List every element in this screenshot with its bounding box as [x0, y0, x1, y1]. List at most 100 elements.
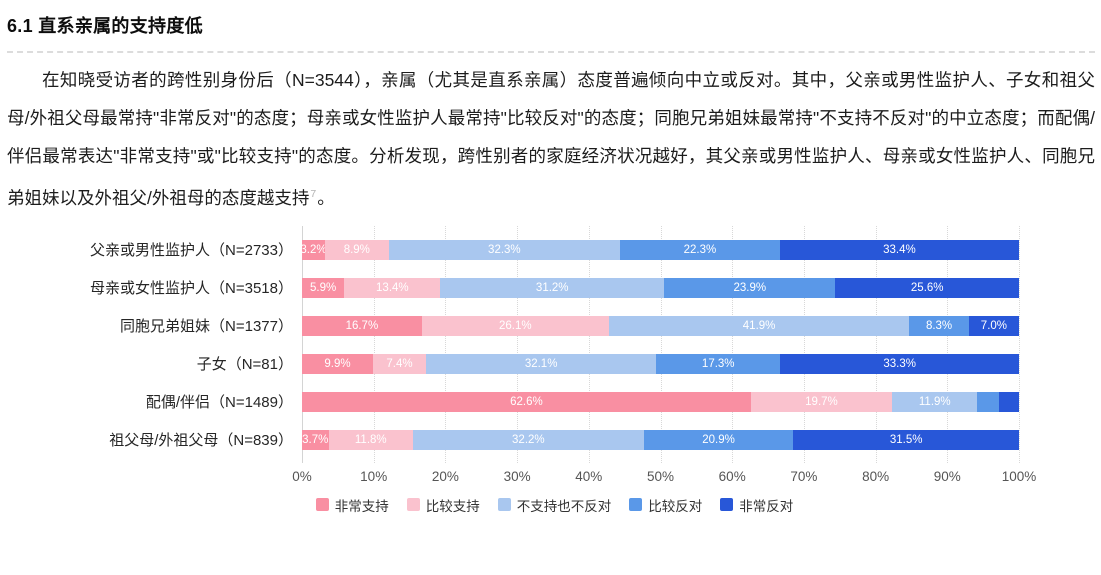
- legend-swatch-icon: [497, 498, 511, 512]
- x-axis-tick: 100%: [1001, 468, 1037, 484]
- legend-swatch-icon: [406, 498, 420, 512]
- bar-segment-value: 13.4%: [376, 281, 409, 294]
- bar-segment[interactable]: 33.4%: [779, 239, 1019, 260]
- bar-segment[interactable]: 17.3%: [656, 353, 781, 374]
- bar-segment[interactable]: 33.3%: [780, 353, 1020, 374]
- plot-area: 3.2% 8.9% 32.3% 22.3% 33.4% 5.9% 13.4% 31.2% 23.…: [300, 225, 1020, 463]
- bar-segment[interactable]: 22.3%: [620, 239, 780, 260]
- section-title: 6.1 直系亲属的支持度低: [7, 16, 203, 36]
- paragraph-text-end: 。: [317, 187, 335, 208]
- x-axis-tick: 50%: [646, 468, 675, 484]
- legend-item[interactable]: 非常反对: [720, 495, 793, 515]
- bar-segment[interactable]: 5.9%: [302, 277, 345, 298]
- legend-item[interactable]: 比较反对: [629, 495, 702, 515]
- legend-swatch-icon: [315, 498, 329, 512]
- legend-swatch-icon: [629, 498, 643, 512]
- bar-row: 62.6% 19.7% 11.9%: [302, 383, 1020, 421]
- x-axis-tick: 70%: [790, 468, 818, 484]
- bar-segment[interactable]: 13.4%: [344, 277, 441, 298]
- x-axis-tick: 80%: [862, 468, 890, 484]
- legend-item[interactable]: 非常支持: [315, 495, 389, 515]
- category-label: 祖父母/外祖父母（N=839）: [109, 432, 293, 450]
- bar-segment[interactable]: 41.9%: [608, 315, 910, 336]
- bar-segment-value: 32.3%: [488, 243, 521, 256]
- bar-segment[interactable]: 9.9%: [302, 353, 373, 374]
- bar-segment[interactable]: 32.3%: [388, 239, 621, 260]
- bar-segment-value: 11.8%: [354, 433, 387, 446]
- bar-track: 9.9% 7.4% 32.1% 17.3% 33.3%: [302, 353, 1020, 374]
- bar-segment-value: 32.1%: [524, 357, 558, 370]
- bar-track: 5.9% 13.4% 31.2% 23.9% 25.6%: [302, 277, 1019, 298]
- bar-segment-value: 19.7%: [805, 395, 838, 408]
- bar-segment[interactable]: 8.9%: [324, 239, 389, 260]
- bar-segment-value: 8.9%: [343, 243, 370, 256]
- bar-segment[interactable]: 16.7%: [302, 315, 422, 336]
- bar-segment-value: 16.7%: [345, 319, 379, 332]
- bar-track: 62.6% 19.7% 11.9%: [302, 391, 1020, 412]
- report-page: 6.1 直系亲属的支持度低 在知晓受访者的跨性别身份后（N=3544），亲属（尤…: [7, 16, 1101, 515]
- legend-label: 非常支持: [334, 498, 389, 514]
- bar-segment-value: 33.3%: [883, 357, 916, 370]
- legend-swatch-icon: [720, 498, 734, 512]
- gridline: [1019, 225, 1020, 463]
- bar-segment[interactable]: 20.9%: [643, 429, 794, 450]
- bar-track: 16.7% 26.1% 41.9% 8.3% 7.0%: [302, 315, 1019, 336]
- legend-item[interactable]: 比较支持: [406, 495, 480, 515]
- bar-segment-value: 8.3%: [925, 319, 953, 332]
- x-axis-tick: 60%: [718, 468, 746, 484]
- bar-row: 16.7% 26.1% 41.9% 8.3% 7.0%: [302, 307, 1019, 345]
- bar-segment[interactable]: 11.8%: [328, 429, 414, 450]
- bar-segment-value: 26.1%: [499, 319, 532, 332]
- bar-segment[interactable]: [977, 391, 999, 412]
- x-axis-tick: 0%: [292, 468, 312, 484]
- bar-segment[interactable]: 25.6%: [835, 277, 1019, 298]
- bar-segment[interactable]: 31.5%: [793, 429, 1019, 450]
- bar-segment[interactable]: [998, 391, 1020, 412]
- legend-item[interactable]: 不支持也不反对: [497, 495, 611, 515]
- x-axis-tick: 10%: [360, 468, 388, 484]
- bar-row: 3.2% 8.9% 32.3% 22.3% 33.4%: [300, 231, 1019, 269]
- chart-legend: 非常支持 比较支持 不支持也不反对 比较反对 非常反对: [7, 495, 1101, 515]
- bar-segment[interactable]: 19.7%: [750, 391, 893, 412]
- bar-segment-value: 5.9%: [310, 281, 337, 294]
- bar-segment[interactable]: 3.7%: [302, 429, 329, 450]
- bar-segment[interactable]: 3.2%: [300, 239, 327, 260]
- bar-segment[interactable]: 32.2%: [413, 429, 644, 450]
- bar-segment[interactable]: 62.6%: [302, 391, 751, 412]
- bar-segment[interactable]: 8.3%: [909, 315, 969, 336]
- x-axis-tick: 40%: [575, 468, 603, 484]
- legend-label: 非常反对: [739, 498, 794, 514]
- bar-segment[interactable]: 11.9%: [892, 391, 978, 412]
- category-label: 配偶/伴侣（N=1489）: [145, 394, 293, 412]
- x-axis: 0% 10% 20% 30% 40% 50% 60% 70% 80% 90% 100%: [292, 463, 1036, 491]
- x-axis-tick: 20%: [431, 468, 459, 484]
- bar-segment-value: 31.5%: [889, 433, 923, 446]
- bar-segment[interactable]: 7.4%: [372, 353, 427, 374]
- bar-track: 3.2% 8.9% 32.3% 22.3% 33.4%: [300, 239, 1019, 260]
- stacked-bar-chart: 父亲或男性监护人（N=2733） 母亲或女性监护人（N=3518） 同胞兄弟姐妹（N…: [7, 225, 1036, 491]
- bar-segment-value: 33.4%: [883, 243, 916, 256]
- legend-label: 比较支持: [425, 498, 480, 514]
- legend-label: 比较反对: [648, 498, 703, 514]
- bar-segment[interactable]: 7.0%: [968, 315, 1019, 336]
- bar-track: 3.7% 11.8% 32.2% 20.9% 31.5%: [302, 429, 1019, 450]
- bar-segment-value: 3.2%: [300, 243, 327, 256]
- bar-row: 5.9% 13.4% 31.2% 23.9% 25.6%: [302, 269, 1019, 307]
- bar-segment-value: 7.0%: [980, 319, 1008, 332]
- bar-segment-value: 62.6%: [510, 395, 543, 408]
- body-paragraph: 在知晓受访者的跨性别身份后（N=3544），亲属（尤其是直系亲属）态度普遍倾向中…: [7, 61, 1095, 217]
- bar-segment[interactable]: 26.1%: [421, 315, 609, 336]
- bar-segment[interactable]: 32.1%: [426, 353, 657, 374]
- category-label: 同胞兄弟姐妹（N=1377）: [120, 318, 293, 336]
- category-label: 母亲或女性监护人（N=3518）: [90, 280, 293, 298]
- bar-segment[interactable]: 23.9%: [664, 277, 836, 298]
- bar-segment-value: 9.9%: [324, 357, 351, 370]
- x-axis-tick: 90%: [933, 468, 961, 484]
- category-label: 父亲或男性监护人（N=2733）: [90, 242, 293, 260]
- bar-segment-value: 32.2%: [512, 433, 545, 446]
- bar-segment[interactable]: 31.2%: [440, 277, 665, 298]
- category-label: 子女（N=81）: [196, 356, 293, 374]
- bar-segment-value: 3.7%: [302, 433, 329, 446]
- category-labels: 父亲或男性监护人（N=2733） 母亲或女性监护人（N=3518） 同胞兄弟姐妹（N…: [7, 231, 302, 459]
- section-divider: [7, 51, 1095, 53]
